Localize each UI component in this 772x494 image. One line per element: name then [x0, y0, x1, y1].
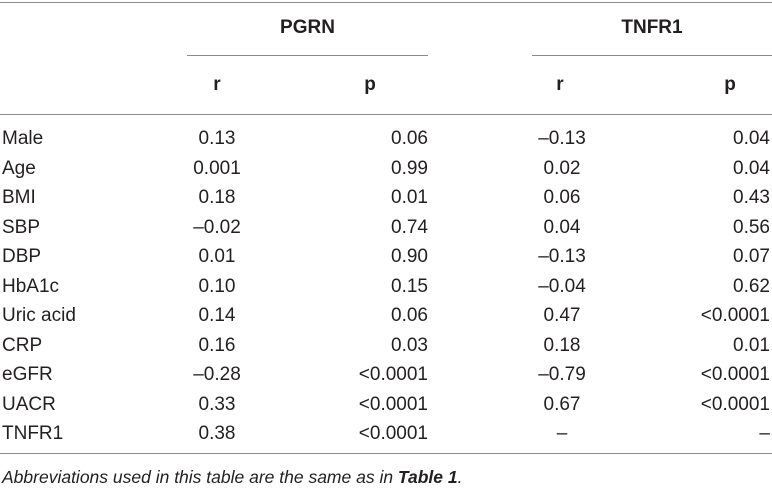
table-footnote: Abbreviations used in this table are the…: [2, 466, 462, 488]
footnote-end: .: [457, 467, 463, 487]
row-label: eGFR: [2, 364, 53, 385]
cell-tnfr1-p: <0.0001: [700, 305, 770, 326]
cell-pgrn-p: 0.15: [391, 275, 428, 297]
cell-pgrn-p: 0.03: [391, 334, 428, 356]
cell-tnfr1-p: 0.62: [733, 275, 770, 297]
table-row: SBP –0.02 0.74 0.04 0.56: [0, 213, 772, 243]
subheader-pgrn-r: r: [213, 74, 221, 95]
cell-tnfr1-r: 0.67: [543, 393, 581, 415]
cell-pgrn-p: 0.74: [391, 216, 428, 238]
cell-pgrn-r: 0.16: [198, 334, 236, 356]
cell-tnfr1-p: 0.43: [733, 187, 770, 208]
row-label: Uric acid: [2, 305, 76, 326]
footnote-text: Abbreviations used in this table are the…: [2, 467, 398, 487]
cell-pgrn-r: 0.14: [198, 305, 236, 326]
cell-tnfr1-p: <0.0001: [700, 393, 770, 415]
cell-pgrn-r: 0.33: [198, 393, 236, 415]
group-header-pgrn: PGRN: [280, 17, 335, 38]
table-row: BMI 0.18 0.01 0.06 0.43: [0, 183, 772, 213]
group-rule-tnfr1: [532, 55, 772, 56]
table-row: Age 0.001 0.99 0.02 0.04: [0, 154, 772, 184]
cell-tnfr1-p: 0.56: [733, 216, 770, 238]
cell-tnfr1-r: –0.04: [538, 275, 586, 297]
row-label: DBP: [2, 246, 42, 267]
group-header-tnfr1: TNFR1: [621, 17, 683, 38]
table-top-rule: [0, 2, 772, 3]
table-row: HbA1c 0.10 0.15 –0.04 0.62: [0, 272, 772, 302]
cell-pgrn-r: –0.02: [193, 216, 241, 238]
row-label: Male: [2, 128, 44, 149]
cell-tnfr1-p: 0.04: [733, 128, 770, 149]
table-row: Male 0.13 0.06 –0.13 0.04: [0, 124, 772, 154]
cell-pgrn-p: 0.01: [391, 187, 428, 208]
cell-tnfr1-r: –0.79: [538, 364, 586, 385]
cell-tnfr1-r: 0.02: [543, 157, 581, 179]
cell-tnfr1-r: –0.13: [538, 246, 586, 267]
table-row: UACR 0.33 <0.0001 0.67 <0.0001: [0, 390, 772, 420]
row-label: HbA1c: [2, 275, 60, 297]
table-bottom-rule: [0, 453, 772, 454]
cell-tnfr1-r: 0.47: [543, 305, 581, 326]
group-rule-pgrn: [187, 55, 428, 56]
cell-tnfr1-r: 0.18: [543, 334, 581, 356]
cell-tnfr1-p: –: [759, 423, 770, 444]
cell-pgrn-r: 0.001: [193, 157, 241, 179]
cell-tnfr1-p: 0.01: [733, 334, 770, 356]
subheader-tnfr1-r: r: [556, 74, 564, 95]
cell-tnfr1-p: 0.07: [733, 246, 770, 267]
cell-tnfr1-r: –0.13: [538, 128, 586, 149]
cell-pgrn-r: 0.01: [198, 246, 236, 267]
cell-pgrn-r: 0.38: [198, 423, 236, 444]
row-label: BMI: [2, 187, 36, 208]
cell-pgrn-p: <0.0001: [358, 364, 428, 385]
row-label: TNFR1: [2, 423, 64, 444]
footnote-table-ref: Table 1: [397, 467, 458, 487]
cell-tnfr1-r: –: [556, 423, 568, 444]
table-body: Male 0.13 0.06 –0.13 0.04 Age 0.001 0.99 0.02 0.0…: [0, 124, 772, 449]
row-label: SBP: [2, 216, 41, 238]
table-row: Uric acid 0.14 0.06 0.47 <0.0001: [0, 301, 772, 331]
cell-pgrn-p: 0.90: [391, 246, 428, 267]
table-row: TNFR1 0.38 <0.0001 – –: [0, 419, 772, 449]
cell-pgrn-p: 0.06: [391, 305, 428, 326]
header-bottom-rule: [0, 114, 772, 115]
table-row: DBP 0.01 0.90 –0.13 0.07: [0, 242, 772, 272]
subheader-tnfr1-p: p: [724, 74, 736, 95]
cell-pgrn-p: 0.99: [391, 157, 428, 179]
table-row: eGFR –0.28 <0.0001 –0.79 <0.0001: [0, 360, 772, 390]
row-label: UACR: [2, 393, 56, 415]
cell-pgrn-r: –0.28: [193, 364, 241, 385]
cell-tnfr1-r: 0.06: [543, 187, 581, 208]
cell-tnfr1-p: <0.0001: [700, 364, 770, 385]
row-label: CRP: [2, 334, 43, 356]
subheader-pgrn-p: p: [364, 74, 376, 95]
cell-pgrn-p: 0.06: [391, 128, 428, 149]
row-label: Age: [2, 157, 36, 179]
cell-tnfr1-p: 0.04: [733, 157, 770, 179]
cell-pgrn-r: 0.18: [198, 187, 236, 208]
cell-pgrn-p: <0.0001: [358, 423, 428, 444]
table-row: CRP 0.16 0.03 0.18 0.01: [0, 331, 772, 361]
cell-pgrn-p: <0.0001: [358, 393, 428, 415]
cell-pgrn-r: 0.13: [198, 128, 236, 149]
cell-tnfr1-r: 0.04: [543, 216, 581, 238]
cell-pgrn-r: 0.10: [198, 275, 236, 297]
